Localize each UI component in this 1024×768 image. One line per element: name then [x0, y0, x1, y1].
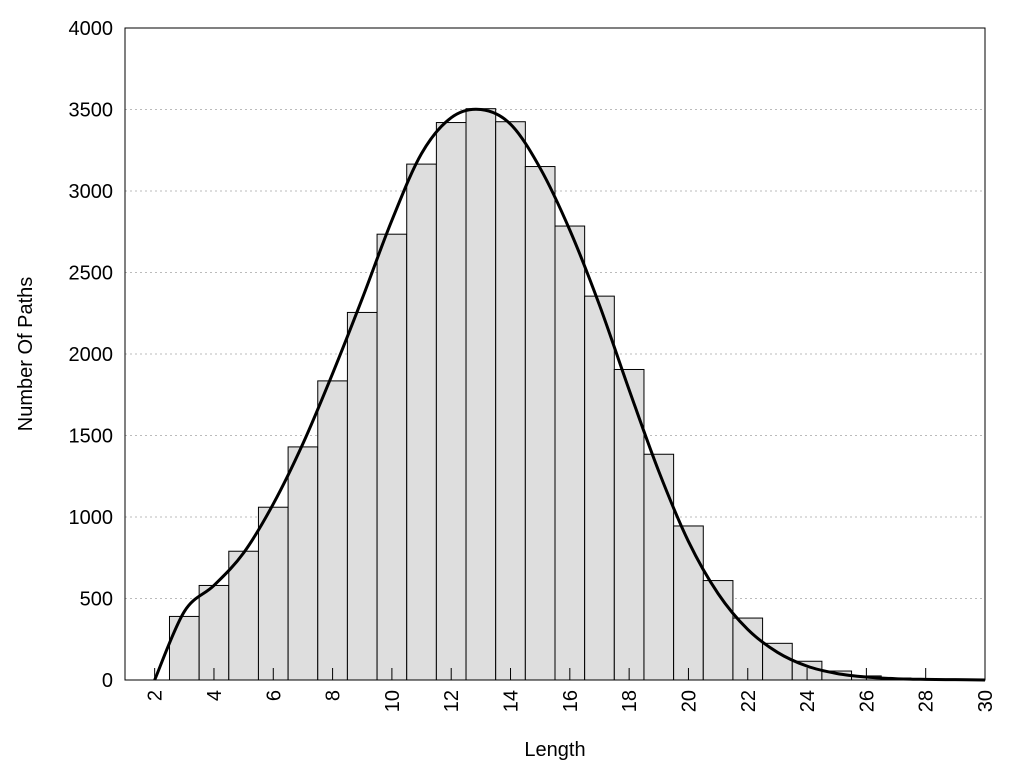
y-tick-label: 0 — [102, 670, 113, 692]
x-tick-label: 30 — [975, 690, 997, 712]
bar — [287, 446, 319, 681]
x-tick-label: 22 — [738, 690, 760, 712]
bar — [495, 121, 526, 681]
y-tick-label: 2500 — [69, 263, 114, 285]
bar — [257, 506, 289, 681]
bar — [228, 550, 259, 681]
bar — [406, 163, 437, 681]
plot-frame — [124, 27, 986, 681]
y-tick-label: 2000 — [69, 344, 114, 366]
y-tick-label: 1500 — [69, 426, 114, 448]
y-axis-label: Number Of Paths — [15, 277, 37, 432]
bar — [584, 295, 615, 681]
x-tick-label: 8 — [323, 690, 345, 701]
x-tick-label: 20 — [678, 690, 700, 712]
bar — [317, 380, 348, 681]
x-tick-label: 14 — [501, 690, 523, 712]
y-tick-label: 3500 — [69, 100, 114, 122]
x-tick-label: 10 — [382, 690, 404, 712]
bar — [673, 525, 704, 681]
bar — [435, 122, 467, 681]
y-tick-label: 3000 — [69, 181, 114, 203]
bar — [465, 108, 497, 681]
y-tick-label: 500 — [80, 589, 113, 611]
bar — [762, 642, 793, 681]
bar — [198, 584, 230, 681]
x-tick-label: 4 — [204, 690, 226, 701]
bar — [524, 166, 556, 681]
bar — [168, 615, 200, 681]
x-tick-label: 6 — [263, 690, 285, 701]
bar — [376, 233, 408, 681]
x-tick-label: 18 — [619, 690, 641, 712]
bar — [643, 453, 675, 681]
y-tick-label: 1000 — [69, 507, 114, 529]
x-tick-label: 24 — [797, 690, 819, 712]
fit-curve — [153, 107, 986, 682]
bar — [554, 225, 586, 681]
x-tick-label: 26 — [856, 690, 878, 712]
x-axis-label: Length — [524, 739, 585, 761]
x-tick-label: 12 — [441, 690, 463, 712]
x-tick-label: 16 — [560, 690, 582, 712]
bar — [346, 311, 378, 681]
y-tick-label: 4000 — [69, 18, 114, 40]
x-tick-label: 2 — [145, 690, 167, 701]
x-tick-label: 28 — [916, 690, 938, 712]
